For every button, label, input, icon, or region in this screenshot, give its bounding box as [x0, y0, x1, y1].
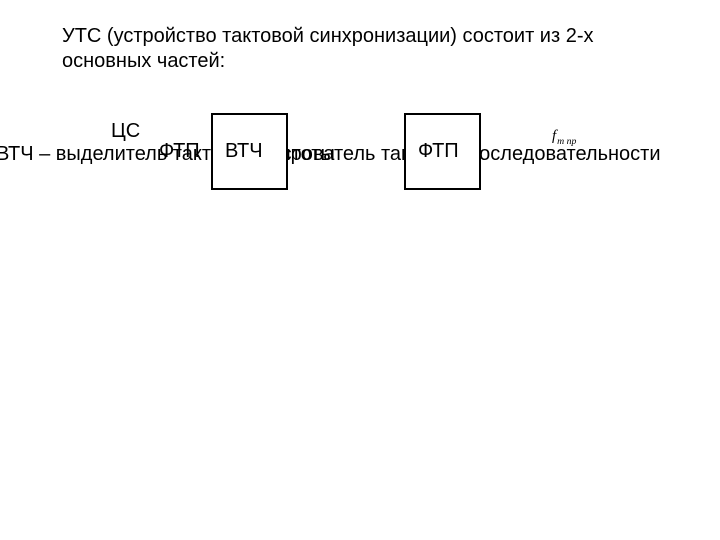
diagram-stage: УТС (устройство тактовой синхронизации) …	[0, 0, 720, 540]
page-title: УТС (устройство тактовой синхронизации) …	[62, 24, 662, 74]
label-cs: ЦС	[111, 120, 140, 143]
formula-f-t-pr: fт пр	[552, 128, 576, 147]
formula-sub: т пр	[556, 136, 576, 147]
label-ftp-left: ФТП	[159, 140, 200, 163]
label-ftp-inbox: ФТП	[418, 140, 459, 163]
label-vtch-inbox: ВТЧ	[225, 140, 263, 163]
